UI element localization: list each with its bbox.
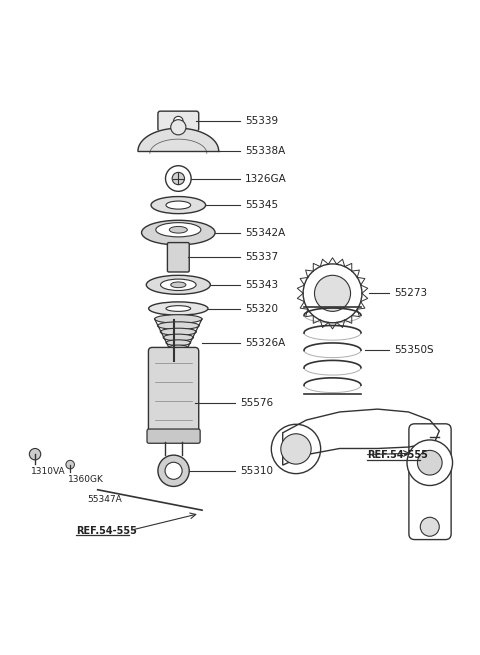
Text: 55310: 55310	[240, 466, 273, 476]
Text: 55326A: 55326A	[245, 338, 285, 348]
Text: 55337: 55337	[245, 252, 278, 262]
Text: 1360GK: 1360GK	[68, 475, 104, 483]
Polygon shape	[138, 128, 219, 151]
Text: 1326GA: 1326GA	[245, 174, 287, 183]
Text: 55273: 55273	[394, 288, 427, 298]
Ellipse shape	[171, 282, 186, 288]
Ellipse shape	[155, 314, 202, 323]
Circle shape	[281, 434, 311, 464]
FancyBboxPatch shape	[148, 347, 199, 436]
FancyBboxPatch shape	[168, 242, 189, 272]
Text: 55347A: 55347A	[87, 495, 122, 504]
Ellipse shape	[166, 201, 191, 209]
Text: 55320: 55320	[245, 303, 278, 314]
Ellipse shape	[157, 322, 199, 329]
Text: 55576: 55576	[240, 398, 273, 409]
Circle shape	[420, 517, 439, 536]
Ellipse shape	[149, 302, 208, 315]
Text: REF.54-555: REF.54-555	[76, 525, 137, 536]
Ellipse shape	[146, 275, 210, 294]
Ellipse shape	[166, 340, 191, 346]
Ellipse shape	[166, 306, 191, 311]
Circle shape	[314, 275, 350, 311]
Text: 55350S: 55350S	[394, 345, 434, 355]
Ellipse shape	[169, 227, 187, 233]
Circle shape	[407, 440, 453, 485]
Ellipse shape	[151, 196, 205, 214]
Circle shape	[29, 449, 41, 460]
Circle shape	[158, 455, 189, 487]
Text: 1310VA: 1310VA	[31, 468, 66, 476]
Circle shape	[166, 166, 191, 191]
Ellipse shape	[160, 328, 196, 335]
Circle shape	[171, 120, 186, 135]
Circle shape	[165, 462, 182, 479]
Circle shape	[418, 451, 442, 475]
Circle shape	[172, 172, 184, 185]
Text: 55338A: 55338A	[245, 146, 285, 156]
Text: 55343: 55343	[245, 280, 278, 290]
Text: 55345: 55345	[245, 200, 278, 210]
Ellipse shape	[169, 345, 188, 350]
Circle shape	[66, 460, 74, 469]
Ellipse shape	[163, 334, 193, 341]
Ellipse shape	[160, 279, 196, 291]
Ellipse shape	[142, 220, 215, 245]
FancyBboxPatch shape	[147, 429, 200, 443]
Circle shape	[174, 117, 183, 126]
FancyBboxPatch shape	[158, 111, 199, 131]
Ellipse shape	[156, 223, 201, 237]
Text: 55339: 55339	[245, 116, 278, 126]
Text: REF.54-555: REF.54-555	[367, 449, 428, 460]
Text: 55342A: 55342A	[245, 227, 285, 238]
